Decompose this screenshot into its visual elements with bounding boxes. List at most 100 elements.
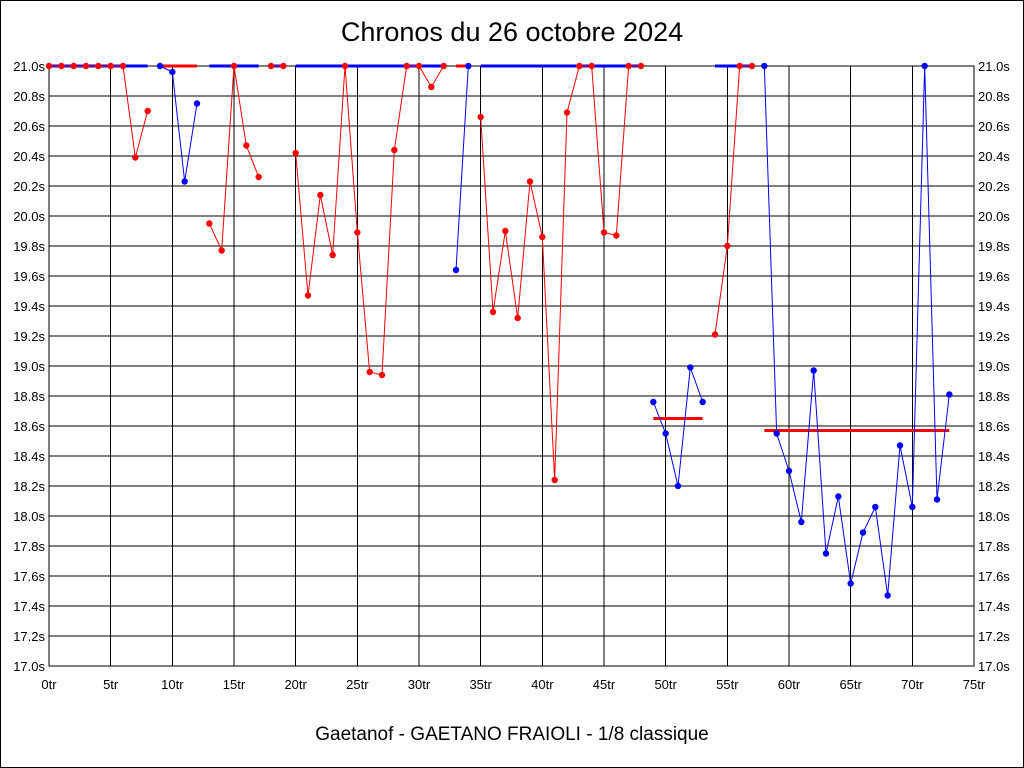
chart-footer: Gaetanof - GAETANO FRAIOLI - 1/8 classiq… [315,724,709,745]
data-point-red [403,62,410,70]
data-point-red [489,308,497,316]
data-point-blue [699,398,706,406]
x-tick-label: 35tr [469,677,492,692]
data-point-red [243,142,250,149]
y-tick-label-left: 17.6s [13,569,45,584]
x-tick-label: 30tr [408,677,431,692]
series-line-blue [763,65,950,596]
y-tick-label-left: 19.8s [13,239,45,254]
y-tick-label-right: 19.4s [978,299,1010,314]
x-tick-label: 40tr [531,677,554,692]
data-point-blue [785,467,793,475]
data-point-red [526,178,534,185]
y-tick-label-left: 20.4s [13,149,45,164]
data-point-blue [650,398,657,406]
y-tick-label-right: 20.0s [978,209,1010,224]
data-point-red [378,371,386,379]
y-tick-label-left: 20.8s [13,89,45,104]
data-point-blue [896,442,904,449]
data-point-blue [452,266,460,274]
data-point-red [119,62,127,70]
data-point-blue [822,550,830,557]
data-point-red [329,251,336,259]
y-tick-label-right: 20.6s [978,119,1010,134]
y-tick-label-right: 18.8s [978,389,1010,404]
y-tick-label-right: 17.6s [978,569,1010,584]
data-point-red [736,62,743,70]
data-point-red [391,146,398,154]
data-point-blue [835,493,842,500]
data-point-blue [810,367,817,374]
y-tick-label-right: 18.0s [978,509,1010,524]
data-point-red [415,62,423,70]
data-point-blue [859,529,867,536]
data-point-blue [773,430,780,437]
series-line-blue [455,65,469,271]
x-tick-label: 20tr [284,677,307,692]
y-tick-label-left: 17.0s [13,659,45,674]
y-tick-label-right: 19.8s [978,239,1010,254]
data-point-blue [687,364,694,371]
y-tick-label-right: 17.8s [978,539,1010,554]
y-tick-label-right: 18.6s [978,419,1010,434]
y-tick-label-right: 21.0s [978,59,1010,74]
y-tick-label-left: 18.8s [13,389,45,404]
y-tick-label-left: 17.2s [13,629,45,644]
y-tick-label-right: 19.2s [978,329,1010,344]
data-point-red [107,62,114,70]
data-point-blue [847,580,854,587]
data-point-blue [933,496,941,503]
data-point-red [551,476,558,484]
y-tick-label-left: 17.8s [13,539,45,554]
data-point-blue [761,62,768,70]
chart-title: Chronos du 26 octobre 2024 [340,17,684,47]
x-tick-label: 60tr [778,677,801,692]
data-point-blue [674,482,682,490]
y-tick-label-right: 18.4s [978,449,1010,464]
data-point-red [588,62,595,70]
data-point-blue [181,178,188,185]
x-tick-label: 5tr [103,677,119,692]
y-tick-label-right: 17.2s [978,629,1010,644]
x-tick-label: 0tr [41,677,57,692]
data-point-red [132,154,139,161]
data-point-red [613,232,620,239]
data-point-red [563,109,571,116]
data-point-red [58,62,65,70]
y-tick-label-left: 17.4s [13,599,45,614]
x-tick-label: 50tr [654,677,677,692]
data-point-red [267,62,275,70]
y-tick-label-left: 18.4s [13,449,45,464]
data-point-red [637,62,645,70]
x-tick-label: 55tr [716,677,739,692]
y-tick-label-right: 17.0s [978,659,1010,674]
series-line-blue [159,65,198,182]
data-point-red [539,233,546,241]
data-point-red [45,62,53,70]
y-tick-label-right: 19.0s [978,359,1010,374]
data-point-blue [921,62,928,70]
data-point-red [600,229,608,236]
data-point-red [70,62,77,70]
data-point-red [711,331,719,338]
x-tick-label: 15tr [223,677,246,692]
y-tick-label-right: 17.4s [978,599,1010,614]
x-tick-label: 75tr [963,677,986,692]
data-point-blue [662,430,669,437]
x-tick-label: 10tr [161,677,184,692]
data-point-red [317,191,324,199]
y-tick-label-right: 20.8s [978,89,1010,104]
y-tick-label-left: 19.6s [13,269,45,284]
data-point-blue [884,592,891,599]
data-point-red [576,62,583,70]
series-line-red [714,65,752,335]
y-tick-label-left: 20.6s [13,119,45,134]
x-tick-label: 25tr [346,677,369,692]
data-point-blue [193,100,201,107]
data-point-red [292,149,299,157]
data-point-red [255,173,262,181]
data-point-red [440,62,447,70]
series-line-red [295,65,445,376]
data-point-red [82,62,90,70]
